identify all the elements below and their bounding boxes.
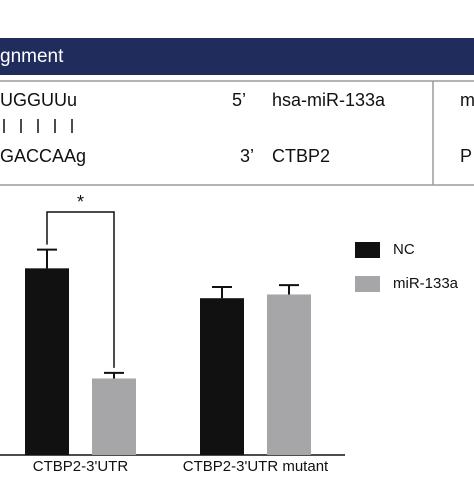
bar (92, 378, 136, 455)
error-bar (279, 284, 299, 295)
bar (267, 294, 311, 455)
annotation: * (77, 192, 84, 212)
legend-swatch (355, 276, 380, 292)
error-bar (212, 286, 232, 299)
x-tick-label: CTBP2-3'UTR mutant (183, 458, 329, 474)
seq: UGGUUu (0, 90, 77, 110)
end: 5’ (232, 90, 246, 110)
name: hsa-miR-133a (272, 90, 386, 110)
header-band (0, 38, 474, 75)
bar (200, 298, 244, 455)
seq: GACCAAg (0, 146, 86, 166)
bar (25, 268, 69, 455)
name: CTBP2 (272, 146, 330, 166)
x-tick-label: CTBP2-3'UTR (33, 458, 129, 474)
alignment-box (0, 80, 474, 186)
end: 3’ (240, 146, 254, 166)
error-bar (37, 248, 57, 269)
header-title: gnment (0, 46, 64, 67)
legend-swatch (355, 242, 380, 258)
significance-bracket (46, 211, 115, 368)
pairing-lines (3, 119, 73, 133)
legend-label: NC (393, 241, 415, 258)
next: P (460, 146, 472, 166)
error-bar (104, 371, 124, 379)
next: m (460, 90, 474, 110)
legend-label: miR-133a (393, 275, 459, 292)
chart: CTBP2-3'UTR CTBP2-3'UTR mutant * NC miR-133a (0, 192, 459, 475)
